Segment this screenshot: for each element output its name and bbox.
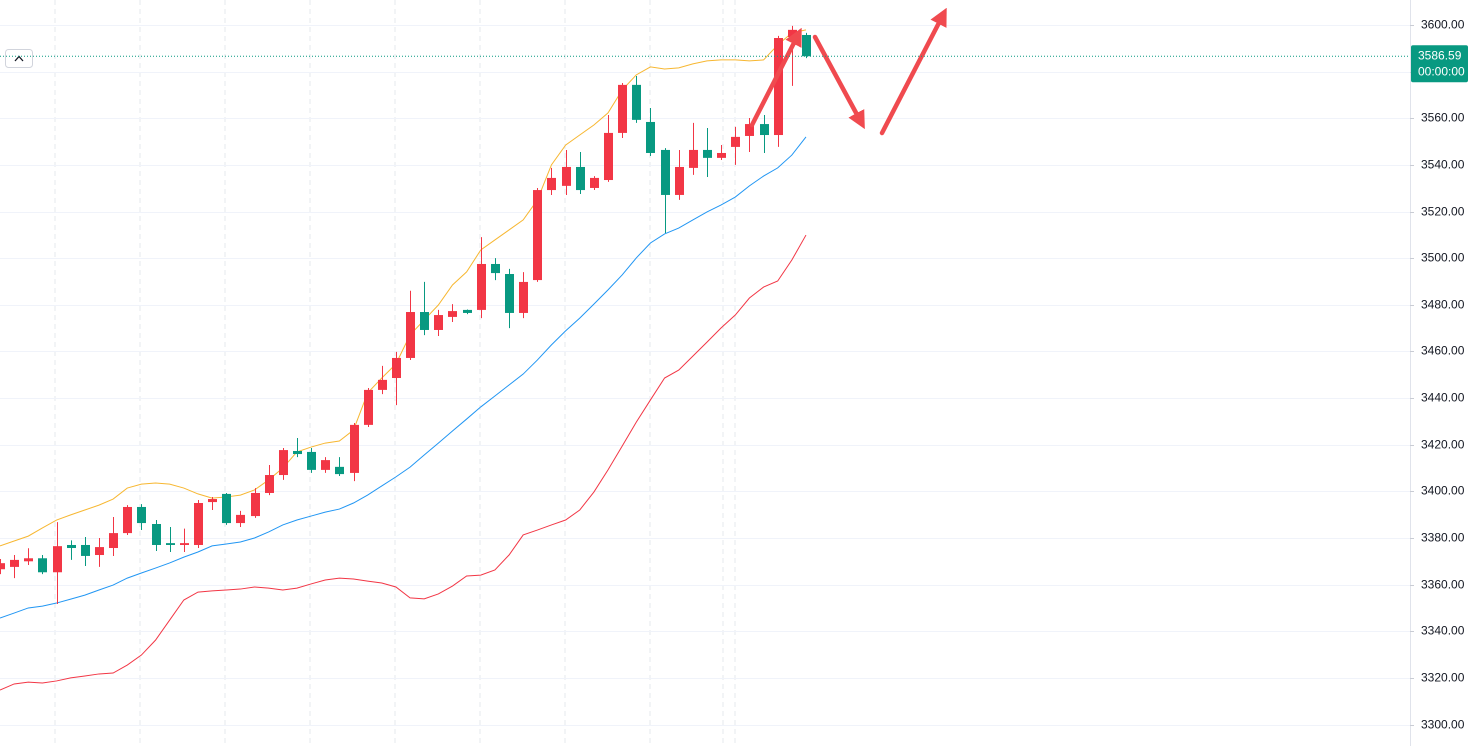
candle-body <box>321 460 330 470</box>
candle-body <box>519 281 528 313</box>
candle-body <box>760 124 769 136</box>
arrow <box>749 27 802 128</box>
candle-body <box>703 149 712 158</box>
candle-body <box>392 357 401 379</box>
candle-body <box>335 466 344 475</box>
candle-body <box>350 424 359 473</box>
candle-body <box>53 546 62 573</box>
candle-body <box>378 379 387 390</box>
last-price-label: 3586.59 <box>1418 48 1462 62</box>
y-tick-label: 3460.00 <box>1421 344 1465 358</box>
y-tick-label: 3560.00 <box>1421 111 1465 125</box>
candle-body <box>24 558 33 562</box>
candle-body <box>562 166 571 186</box>
last-price: 3586.59 00:00:00 <box>0 45 1468 83</box>
candle-body <box>533 190 542 281</box>
y-tick-label: 3420.00 <box>1421 438 1465 452</box>
y-tick-label: 3520.00 <box>1421 205 1465 219</box>
candle-body <box>731 136 740 147</box>
candle-body <box>293 451 302 455</box>
y-tick-label: 3340.00 <box>1421 624 1465 638</box>
candle-body <box>208 499 217 503</box>
candle-body <box>222 493 231 524</box>
candle-body <box>137 506 146 524</box>
band-line <box>0 234 807 691</box>
candle-body <box>166 543 175 545</box>
y-tick-label: 3320.00 <box>1421 671 1465 685</box>
y-tick-label: 3440.00 <box>1421 391 1465 405</box>
candle-body <box>590 177 599 188</box>
last-price-box <box>1411 45 1468 83</box>
candle-body <box>123 506 132 534</box>
candle-body <box>646 121 655 153</box>
candle-body <box>618 84 627 133</box>
band-line <box>0 136 807 619</box>
candle-body <box>194 503 203 545</box>
collapse-button[interactable] <box>5 49 33 68</box>
candle-body <box>802 34 811 57</box>
y-tick-label: 3600.00 <box>1421 18 1465 32</box>
caret-icon[interactable] <box>14 55 24 62</box>
candle-body <box>675 166 684 195</box>
y-tick-label: 3400.00 <box>1421 484 1465 498</box>
candles <box>0 25 811 604</box>
grid <box>0 25 1410 726</box>
candle-body <box>307 451 316 470</box>
candle-body <box>604 132 613 181</box>
button-frame[interactable] <box>5 49 33 68</box>
candle-body <box>180 543 189 545</box>
candle-body <box>717 152 726 158</box>
candle-body <box>406 312 415 358</box>
candle-body <box>10 559 19 567</box>
bands <box>0 29 807 691</box>
candle-body <box>81 544 90 556</box>
candle-body <box>632 84 641 120</box>
candle-body <box>745 124 754 136</box>
candle-body <box>505 274 514 313</box>
candle-body <box>364 389 373 425</box>
price-axis: 3300.00 3320.00 3340.00 3360.00 3380.00 3400.… <box>1410 0 1465 746</box>
candle-body <box>576 166 585 191</box>
candle-body <box>448 311 457 317</box>
candle-body <box>774 38 783 136</box>
candle-body <box>491 263 500 274</box>
candle-body <box>109 533 118 549</box>
countdown-label: 00:00:00 <box>1418 64 1465 78</box>
time-grid <box>54 0 736 746</box>
candle-body <box>279 450 288 476</box>
candle-body <box>463 309 472 313</box>
candle-body <box>434 315 443 330</box>
candle-body <box>152 523 161 545</box>
arrow <box>879 7 947 136</box>
y-tick-label: 3500.00 <box>1421 251 1465 265</box>
candle-body <box>420 312 429 330</box>
candle-body <box>38 558 47 573</box>
y-tick-label: 3480.00 <box>1421 298 1465 312</box>
y-tick-label: 3380.00 <box>1421 531 1465 545</box>
candle-body <box>661 149 670 195</box>
y-tick-label: 3540.00 <box>1421 158 1465 172</box>
band-line <box>0 29 807 547</box>
candle-body <box>0 563 5 570</box>
annotation-arrows <box>749 7 947 136</box>
candle-body <box>477 263 486 310</box>
candle-body <box>95 547 104 556</box>
candle-body <box>236 514 245 524</box>
candle-body <box>547 177 556 191</box>
candle-body <box>689 149 698 168</box>
y-tick-label: 3360.00 <box>1421 578 1465 592</box>
candle-body <box>265 475 274 493</box>
y-tick-label: 3300.00 <box>1421 718 1465 732</box>
candle-body <box>251 492 260 517</box>
arrow <box>812 34 865 130</box>
candle-body <box>67 544 76 549</box>
